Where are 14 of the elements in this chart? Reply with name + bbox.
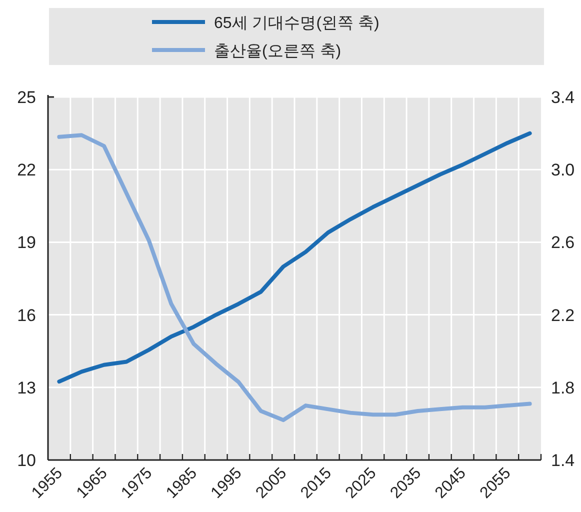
y2-tick-label: 2.6 bbox=[551, 233, 575, 252]
y2-tick-label: 1.8 bbox=[551, 378, 575, 398]
y2-tick-label: 2.2 bbox=[551, 306, 575, 325]
y-tick-label: 10 bbox=[17, 451, 36, 470]
y-tick-label: 13 bbox=[17, 378, 36, 398]
y-tick-label: 25 bbox=[17, 88, 36, 107]
y2-tick-label: 1.4 bbox=[551, 451, 575, 470]
y-tick-label: 22 bbox=[17, 160, 36, 180]
y-tick-label: 16 bbox=[17, 306, 36, 325]
legend-label: 출산율(오른쪽 축) bbox=[214, 43, 342, 60]
y2-tick-label: 3.0 bbox=[551, 160, 575, 180]
y2-tick-label: 3.4 bbox=[551, 88, 575, 107]
y-tick-label: 19 bbox=[17, 233, 36, 252]
legend-label: 65세 기대수명(왼쪽 축) bbox=[214, 15, 380, 32]
